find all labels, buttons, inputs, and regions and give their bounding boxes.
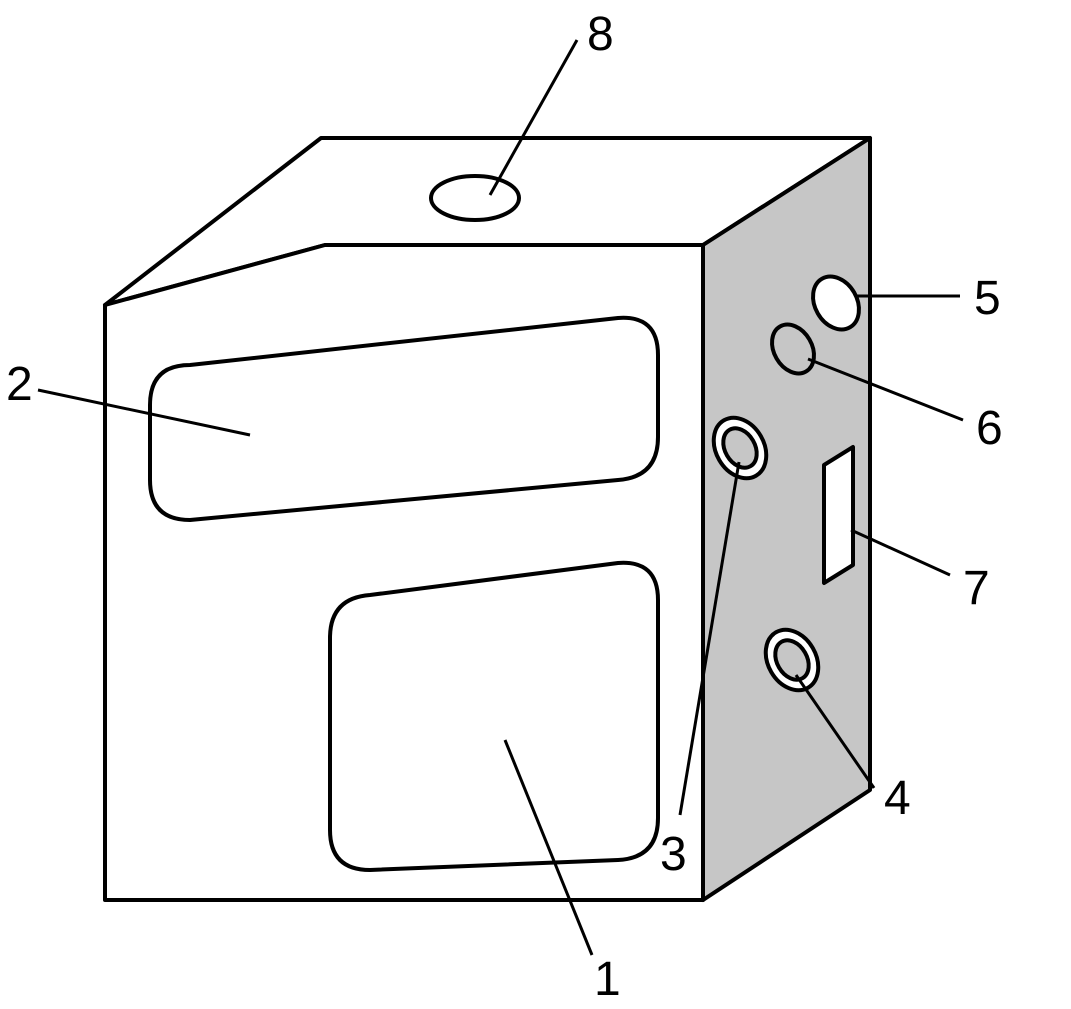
label-1: 1 xyxy=(594,953,621,1006)
label-5: 5 xyxy=(974,272,1001,325)
label-6: 6 xyxy=(976,402,1003,455)
label-8: 8 xyxy=(587,8,614,61)
side-slot-7 xyxy=(824,447,853,583)
label-2: 2 xyxy=(6,358,33,411)
label-4: 4 xyxy=(884,772,911,825)
front-lower-slot xyxy=(330,563,658,870)
diagram-svg: 1 2 3 4 5 6 7 8 xyxy=(0,0,1071,1009)
label-3: 3 xyxy=(660,828,687,881)
label-7: 7 xyxy=(963,562,990,615)
top-ellipse xyxy=(431,176,519,220)
